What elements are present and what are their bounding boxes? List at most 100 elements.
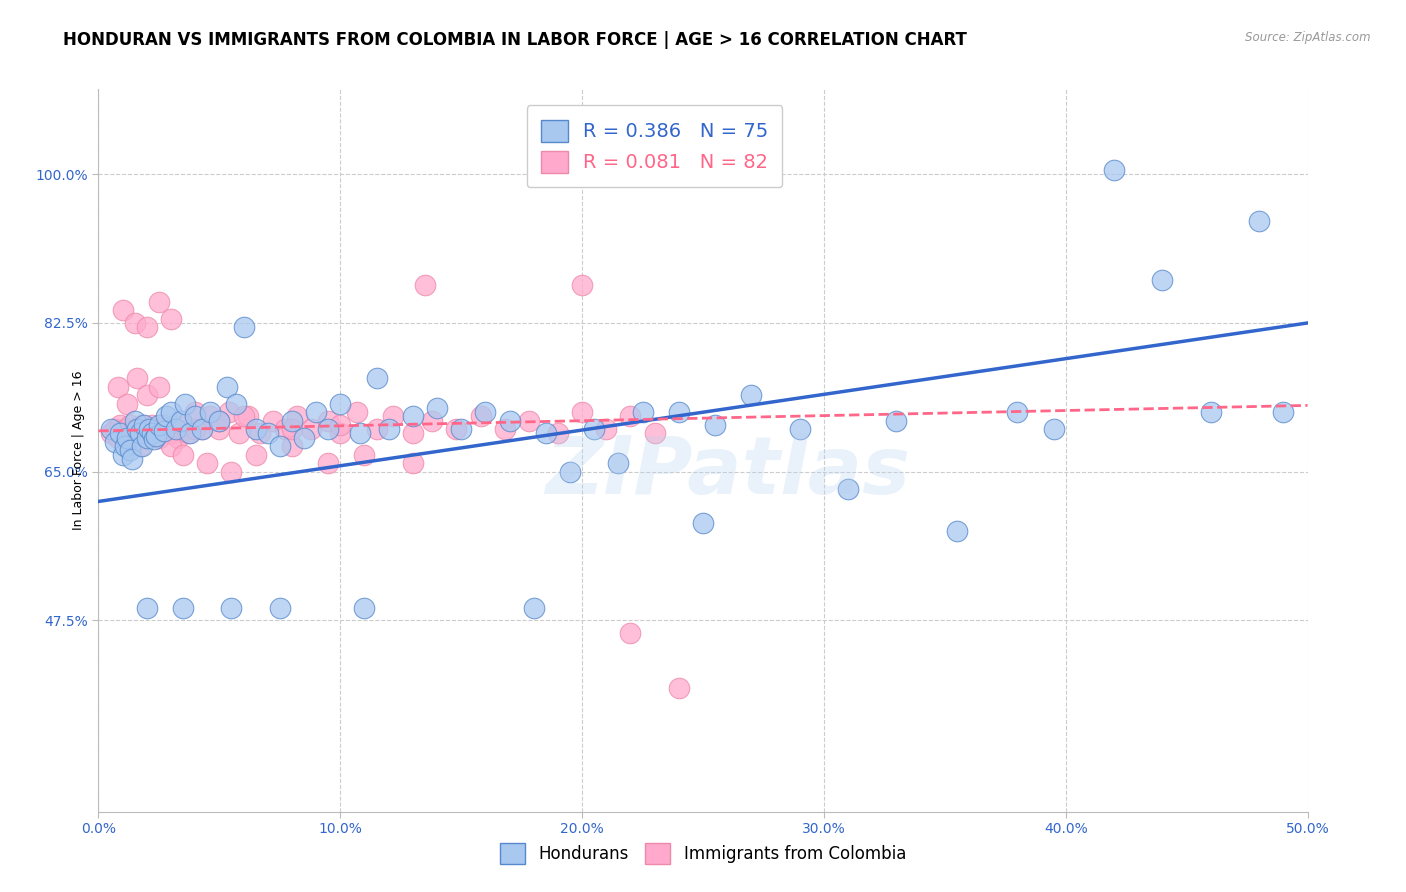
- Point: [157, 426, 180, 441]
- Point: [221, 465, 243, 479]
- Point: [413, 277, 436, 292]
- Point: [117, 431, 139, 445]
- Point: [111, 303, 134, 318]
- Point: [1272, 405, 1295, 419]
- Point: [100, 422, 122, 436]
- Point: [1152, 273, 1174, 287]
- Point: [135, 388, 157, 402]
- Point: [269, 439, 291, 453]
- Legend: Hondurans, Immigrants from Colombia: Hondurans, Immigrants from Colombia: [494, 837, 912, 871]
- Point: [886, 414, 908, 428]
- Point: [494, 422, 516, 436]
- Point: [128, 426, 150, 441]
- Point: [1042, 422, 1064, 436]
- Point: [134, 417, 156, 432]
- Point: [165, 422, 187, 436]
- Point: [349, 426, 371, 441]
- Point: [191, 422, 214, 436]
- Point: [145, 422, 167, 436]
- Point: [135, 422, 157, 436]
- Point: [619, 409, 641, 424]
- Point: [668, 681, 690, 696]
- Point: [179, 426, 201, 441]
- Point: [124, 316, 146, 330]
- Point: [111, 426, 134, 441]
- Point: [232, 409, 254, 424]
- Point: [131, 417, 153, 432]
- Point: [148, 431, 170, 445]
- Point: [121, 452, 143, 467]
- Point: [329, 426, 352, 441]
- Point: [619, 626, 641, 640]
- Point: [281, 439, 304, 453]
- Point: [135, 431, 157, 445]
- Point: [668, 405, 690, 419]
- Point: [107, 431, 129, 445]
- Point: [245, 422, 267, 436]
- Point: [148, 294, 170, 309]
- Point: [184, 405, 207, 419]
- Point: [114, 439, 136, 453]
- Point: [215, 380, 238, 394]
- Point: [704, 417, 727, 432]
- Point: [121, 426, 143, 441]
- Point: [595, 422, 617, 436]
- Point: [208, 422, 231, 436]
- Point: [366, 422, 388, 436]
- Point: [420, 414, 443, 428]
- Point: [208, 414, 231, 428]
- Point: [104, 422, 127, 436]
- Point: [127, 371, 149, 385]
- Point: [329, 417, 352, 432]
- Point: [402, 426, 425, 441]
- Point: [198, 405, 221, 419]
- Point: [111, 448, 134, 462]
- Point: [269, 600, 291, 615]
- Point: [172, 417, 194, 432]
- Point: [117, 397, 139, 411]
- Point: [346, 405, 368, 419]
- Point: [138, 422, 160, 436]
- Point: [299, 422, 322, 436]
- Point: [155, 409, 177, 424]
- Point: [245, 448, 267, 462]
- Point: [316, 422, 339, 436]
- Point: [534, 426, 557, 441]
- Point: [104, 434, 127, 449]
- Point: [184, 422, 207, 436]
- Point: [353, 600, 375, 615]
- Point: [402, 409, 425, 424]
- Point: [184, 409, 207, 424]
- Point: [631, 405, 654, 419]
- Point: [523, 600, 546, 615]
- Point: [1102, 163, 1125, 178]
- Point: [152, 424, 174, 438]
- Point: [148, 417, 170, 432]
- Point: [305, 405, 328, 419]
- Point: [152, 417, 174, 432]
- Point: [377, 422, 399, 436]
- Point: [262, 414, 284, 428]
- Point: [143, 426, 166, 441]
- Point: [162, 422, 184, 436]
- Point: [571, 405, 593, 419]
- Point: [1249, 214, 1271, 228]
- Point: [232, 320, 254, 334]
- Point: [160, 439, 183, 453]
- Point: [221, 600, 243, 615]
- Y-axis label: In Labor Force | Age > 16: In Labor Force | Age > 16: [72, 371, 84, 530]
- Point: [174, 397, 197, 411]
- Point: [249, 426, 271, 441]
- Point: [329, 397, 352, 411]
- Point: [946, 524, 969, 539]
- Point: [108, 417, 131, 432]
- Point: [127, 422, 149, 436]
- Point: [138, 431, 160, 445]
- Point: [273, 422, 295, 436]
- Point: [117, 434, 139, 449]
- Point: [143, 433, 166, 447]
- Point: [450, 422, 472, 436]
- Point: [238, 409, 260, 424]
- Point: [141, 417, 163, 432]
- Point: [208, 414, 231, 428]
